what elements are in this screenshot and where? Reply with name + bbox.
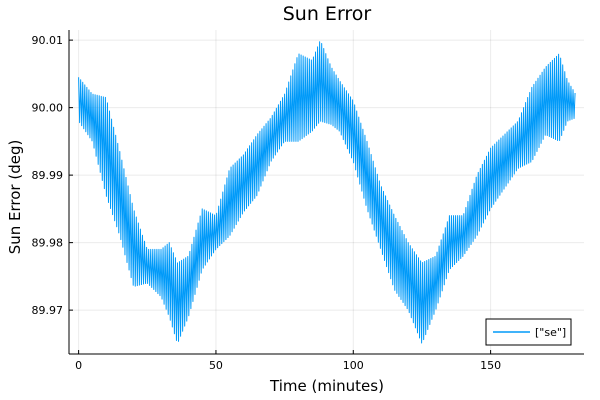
axis-ticks: 0 50 100 150 89.97 89.98 89.99 90.00 90.01 xyxy=(32,34,502,372)
y-tick-label: 89.99 xyxy=(32,169,64,182)
x-tick-label: 50 xyxy=(209,359,223,372)
series-se xyxy=(78,41,576,344)
y-axis-label: Sun Error (deg) xyxy=(6,140,24,255)
x-tick-label: 0 xyxy=(75,359,82,372)
y-tick-label: 90.00 xyxy=(32,102,64,115)
y-tick-label: 89.98 xyxy=(32,237,64,250)
x-axis-label: Time (minutes) xyxy=(269,377,384,395)
y-tick-label: 90.01 xyxy=(32,34,64,47)
series-line-se xyxy=(78,41,576,344)
legend-label-se: ["se"] xyxy=(535,326,566,339)
x-tick-label: 100 xyxy=(343,359,364,372)
chart-title: Sun Error xyxy=(283,3,372,25)
y-tick-label: 89.97 xyxy=(32,304,64,317)
legend: ["se"] xyxy=(485,318,572,346)
x-tick-label: 150 xyxy=(480,359,501,372)
